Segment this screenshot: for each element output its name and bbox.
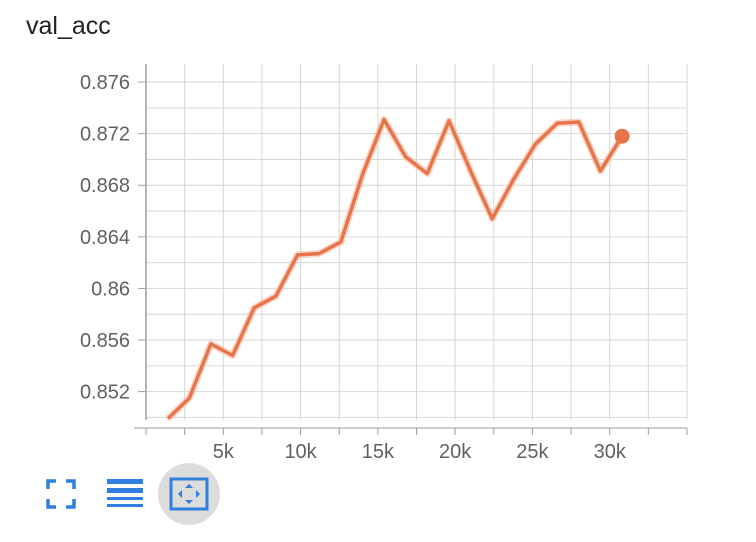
y-tick-label: 0.86 xyxy=(91,278,130,300)
y-tick-label: 0.856 xyxy=(80,330,130,352)
fullscreen-icon xyxy=(46,479,76,509)
x-tick-label: 30k xyxy=(594,441,627,460)
y-tick-label: 0.876 xyxy=(80,72,130,94)
chart-title: val_acc xyxy=(26,12,111,40)
fit-domain-icon xyxy=(169,477,209,511)
series xyxy=(165,116,630,421)
x-tick-label: 20k xyxy=(439,441,472,460)
y-axis-ticks: 0.852 0.856 0.86 0.864 0.868 0.872 0.876 xyxy=(80,72,146,404)
x-tick-label: 15k xyxy=(362,441,395,460)
axes xyxy=(134,64,687,429)
y-tick-label: 0.872 xyxy=(80,124,130,146)
toggle-log-button[interactable] xyxy=(94,463,156,525)
x-tick-label: 25k xyxy=(516,441,549,460)
chart-toolbar xyxy=(30,462,222,526)
last-point-marker xyxy=(614,128,630,144)
line-chart: 0.852 0.856 0.86 0.864 0.868 0.872 0.876 5k 10k… xyxy=(80,64,688,460)
y-tick-label: 0.868 xyxy=(80,175,130,197)
fullscreen-button[interactable] xyxy=(30,463,92,525)
series-shadow-line xyxy=(165,116,626,421)
fit-domain-button[interactable] xyxy=(158,463,220,525)
series-line xyxy=(167,117,624,420)
list-icon xyxy=(107,479,143,507)
x-tick-label: 5k xyxy=(213,441,235,460)
x-axis-ticks: 5k 10k 15k 20k 25k 30k xyxy=(145,428,688,460)
y-tick-label: 0.852 xyxy=(80,382,130,404)
y-tick-label: 0.864 xyxy=(80,227,130,249)
x-tick-label: 10k xyxy=(284,441,317,460)
grid xyxy=(145,64,688,420)
